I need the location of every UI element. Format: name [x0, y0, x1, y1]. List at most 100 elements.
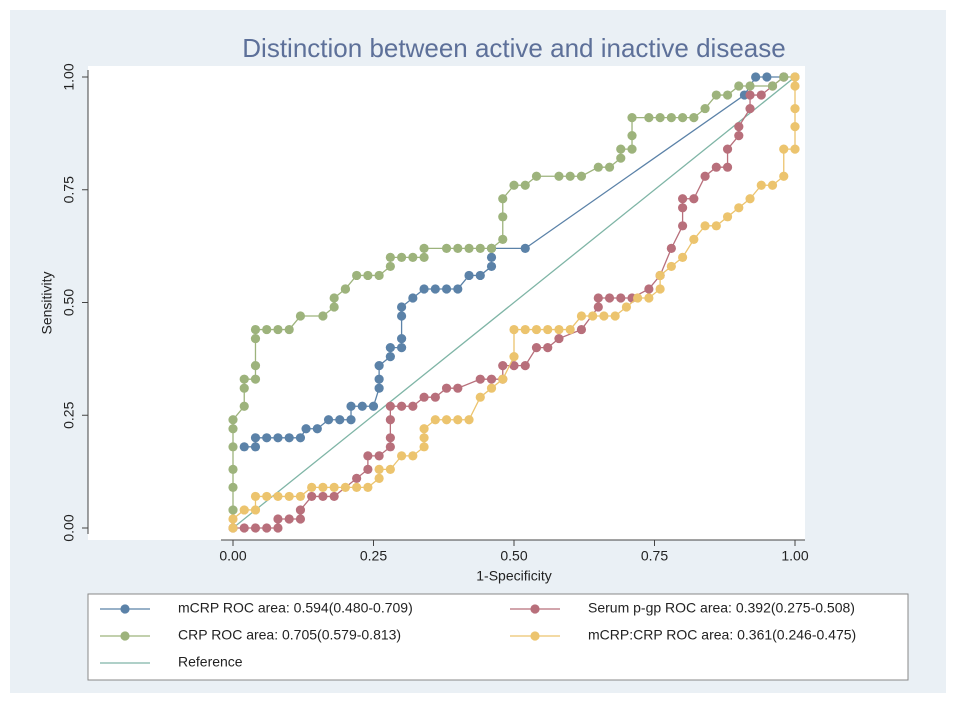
point	[498, 361, 508, 371]
point	[486, 383, 497, 393]
point	[408, 293, 418, 303]
point	[430, 284, 440, 294]
x-tick-label: 0.00	[219, 548, 246, 564]
x-tick-label: 0.25	[360, 548, 387, 564]
point	[678, 112, 688, 123]
point	[678, 203, 688, 213]
point	[475, 374, 485, 384]
point	[734, 131, 744, 141]
point	[616, 144, 626, 154]
point	[621, 302, 632, 312]
point	[554, 333, 564, 344]
point	[385, 415, 395, 425]
point	[239, 383, 249, 393]
point	[616, 293, 626, 303]
y-tick-label: 1.00	[61, 63, 77, 90]
point	[475, 392, 485, 402]
point	[408, 451, 418, 461]
point	[419, 252, 429, 262]
point	[599, 311, 609, 321]
point	[722, 90, 733, 100]
point	[312, 424, 322, 434]
legend-label: CRP ROC area: 0.705(0.579-0.813)	[178, 627, 401, 643]
point	[722, 144, 733, 154]
point	[543, 324, 553, 335]
point	[762, 72, 772, 82]
point	[239, 505, 249, 515]
point	[453, 383, 463, 393]
legend-label: mCRP ROC area: 0.594(0.480-0.709)	[178, 600, 413, 616]
point	[593, 293, 603, 303]
point	[666, 112, 676, 123]
point	[385, 464, 395, 474]
point	[374, 270, 384, 281]
point	[250, 324, 261, 335]
point	[374, 374, 384, 384]
point	[228, 442, 238, 452]
legend-box	[87, 593, 909, 681]
plot-region	[88, 66, 805, 540]
point	[419, 392, 429, 402]
point	[250, 333, 261, 344]
point	[722, 212, 733, 222]
point	[475, 243, 485, 253]
point	[486, 252, 497, 262]
point	[273, 514, 283, 524]
point	[745, 81, 755, 91]
point	[250, 433, 261, 443]
legend-label: mCRP:CRP ROC area: 0.361(0.246-0.475)	[588, 627, 856, 643]
point	[486, 374, 497, 384]
point	[250, 491, 261, 502]
point	[262, 324, 272, 335]
y-axis-title: Sensitivity	[39, 271, 55, 334]
point	[239, 442, 249, 452]
point	[509, 180, 519, 190]
point	[250, 374, 261, 384]
point	[565, 324, 575, 335]
x-tick-label: 0.75	[641, 548, 668, 564]
point	[295, 491, 306, 502]
point	[678, 194, 688, 204]
point	[554, 171, 564, 181]
point	[273, 523, 283, 533]
point	[722, 162, 733, 172]
point	[565, 171, 575, 181]
point	[520, 324, 530, 335]
y-tick-label: 0.00	[61, 514, 77, 541]
point	[307, 491, 317, 502]
point	[397, 311, 407, 321]
point	[329, 482, 339, 493]
x-tick-label: 1.00	[781, 548, 808, 564]
point	[419, 442, 429, 452]
point	[385, 343, 395, 353]
point	[644, 112, 654, 123]
point	[509, 361, 519, 371]
point	[531, 171, 542, 181]
point	[700, 103, 710, 114]
point	[385, 442, 395, 452]
point	[329, 302, 339, 312]
point	[666, 243, 676, 253]
point	[486, 261, 497, 272]
point	[239, 401, 249, 411]
point	[767, 180, 778, 190]
point	[610, 311, 620, 321]
point	[385, 252, 395, 262]
y-tick-label: 0.50	[61, 289, 77, 316]
point	[498, 234, 508, 244]
point	[700, 221, 710, 231]
point	[352, 473, 362, 483]
point	[441, 284, 452, 294]
point	[346, 401, 356, 411]
point	[430, 415, 440, 425]
point	[627, 112, 637, 123]
point	[745, 90, 755, 100]
point	[441, 383, 452, 393]
point	[790, 144, 800, 154]
point	[363, 464, 373, 474]
point	[520, 361, 530, 371]
point	[531, 343, 542, 353]
point	[751, 72, 761, 82]
point	[790, 72, 800, 82]
point	[397, 343, 407, 353]
